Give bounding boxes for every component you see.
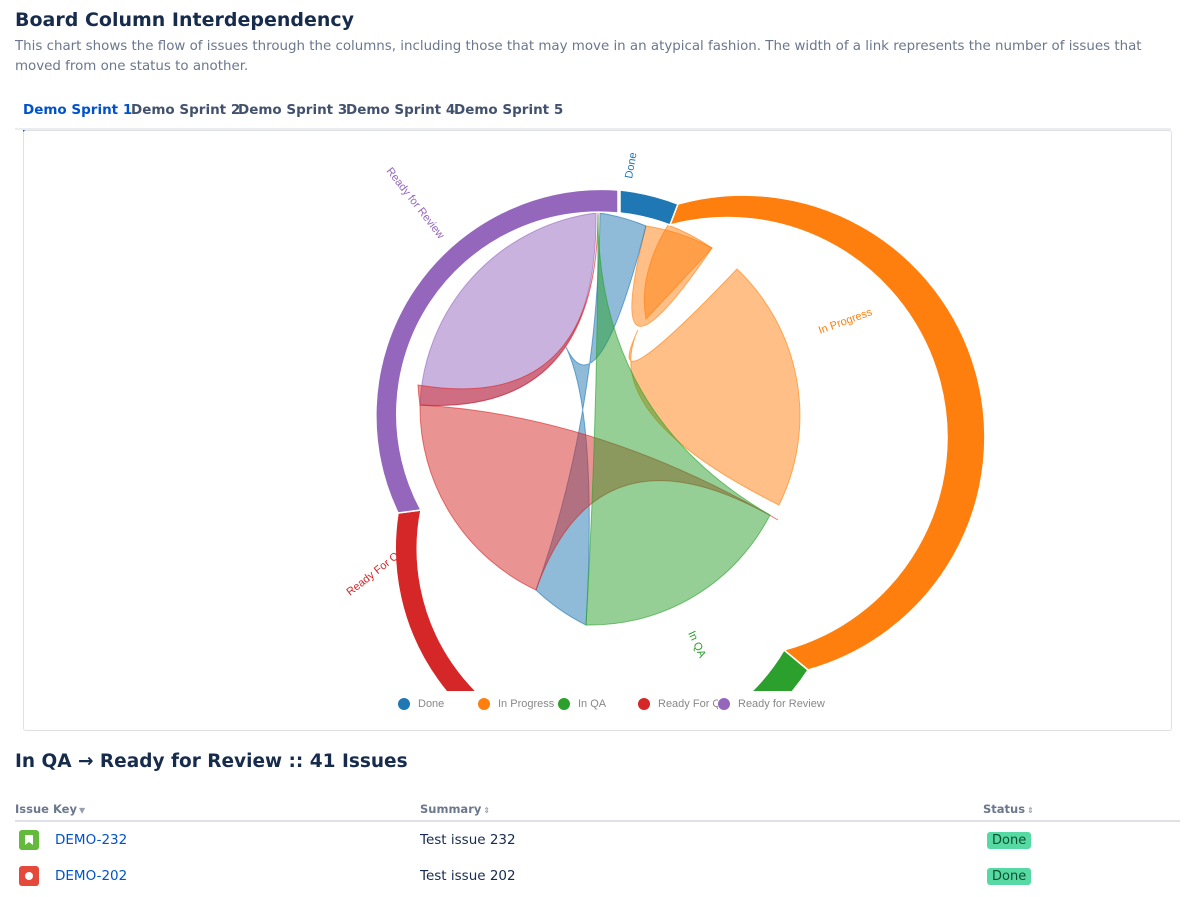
legend-item-done[interactable]: Done [398,696,444,712]
story-icon [19,830,39,850]
issue-key-cell: DEMO-202 [19,858,127,894]
chart-legend: Done In Progress In QA Ready For QA Read… [24,696,1171,712]
status-badge: Done [987,867,1032,885]
column-label: Issue Key [15,802,77,816]
tab-demo-sprint-3[interactable]: Demo Sprint 3 [238,102,348,118]
ribbon-ready-for-qa-review[interactable] [417,212,599,406]
legend-dot-icon [558,698,570,710]
arc-ready-for-review[interactable] [375,188,619,514]
issue-summary: Test issue 202 [420,868,516,884]
issue-key-link[interactable]: DEMO-202 [55,868,128,884]
table-row: DEMO-232 Test issue 232 Done [15,822,1180,858]
column-label: Summary [420,802,482,816]
legend-dot-icon [478,698,490,710]
sort-icon: ⇕ [1027,806,1034,815]
ribbon-in-qa-ready-for-review[interactable] [585,214,771,626]
legend-item-in-qa[interactable]: In QA [558,696,606,712]
page-description: This chart shows the flow of issues thro… [15,39,1142,74]
column-header-status[interactable]: Status ⇕ [983,802,1034,816]
arc-in-qa[interactable] [583,648,809,691]
legend-dot-icon [398,698,410,710]
legend-dot-icon [638,698,650,710]
status-badge: Done [987,831,1032,849]
tab-demo-sprint-5[interactable]: Demo Sprint 5 [454,102,564,118]
sprint-tabs: Demo Sprint 1 Demo Sprint 2 Demo Sprint … [15,96,1171,132]
issues-table: Issue Key ▼ Summary ⇕ Status ⇕ DEMO-232 Tes… [15,798,1180,894]
legend-dot-icon [718,698,730,710]
column-header-summary[interactable]: Summary ⇕ [420,802,490,816]
legend-item-ready-for-qa[interactable]: Ready For QA [638,696,718,712]
status-cell: Done [987,822,1032,858]
selection-heading: In QA → Ready for Review :: 41 Issues [15,751,408,772]
legend-label: In QA [578,698,607,710]
tab-demo-sprint-4[interactable]: Demo Sprint 4 [346,102,456,118]
legend-item-in-progress[interactable]: In Progress [478,696,554,712]
ribbon-in-progress-in-qa[interactable] [628,268,801,506]
sort-desc-icon: ▼ [78,806,86,815]
table-header: Issue Key ▼ Summary ⇕ Status ⇕ [15,798,1180,822]
ribbon-in-progress-self-2[interactable] [643,224,713,321]
issue-key-cell: DEMO-232 [19,822,127,858]
status-cell: Done [987,858,1032,894]
tab-demo-sprint-2[interactable]: Demo Sprint 2 [131,102,241,118]
table-row: DEMO-202 Test issue 202 Done [15,858,1180,894]
legend-label: Ready For QA [658,698,718,710]
chord-chart-panel: Done In Progress In QA Ready For QA Read… [23,130,1172,731]
bug-icon [19,866,39,886]
legend-label: Ready for Review [738,698,825,710]
chord-chart [375,188,986,691]
column-header-issue-key[interactable]: Issue Key ▼ [15,802,85,816]
legend-label: Done [418,698,445,710]
issue-summary: Test issue 232 [420,832,516,848]
tab-demo-sprint-1[interactable]: Demo Sprint 1 [23,102,133,132]
legend-item-ready-for-review[interactable]: Ready for Review [718,696,825,712]
ribbon-ready-for-review-self[interactable] [419,212,597,406]
page-title: Board Column Interdependency [15,9,355,31]
sort-icon: ⇕ [483,806,491,815]
column-label: Status [983,802,1026,816]
legend-label: In Progress [498,698,555,710]
issue-key-link[interactable]: DEMO-232 [55,832,128,848]
